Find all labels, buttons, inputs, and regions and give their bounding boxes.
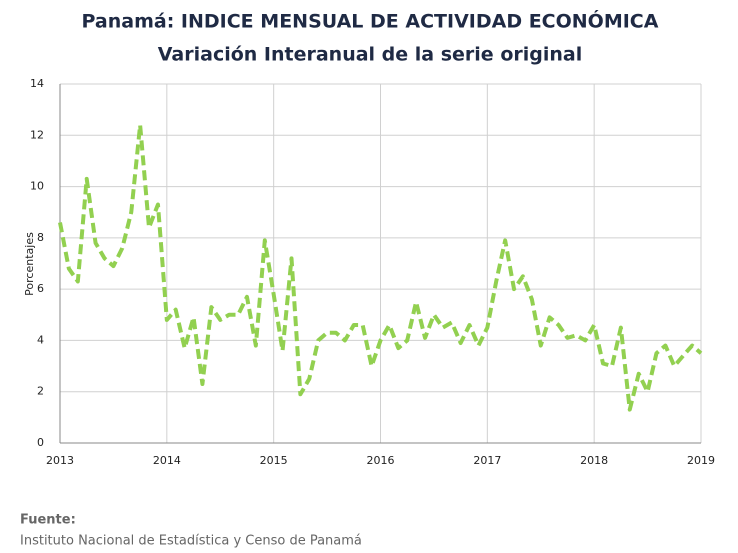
- x-tick-label: 2017: [473, 454, 501, 467]
- y-tick-label: 6: [37, 282, 44, 295]
- y-tick-label: 12: [30, 128, 44, 141]
- x-tick-label: 2014: [153, 454, 181, 467]
- y-tick-label: 14: [30, 77, 44, 90]
- source: Instituto Nacional de Estadística y Cens…: [20, 534, 362, 549]
- x-tick-label: 2016: [367, 454, 395, 467]
- y-tick-label: 8: [37, 231, 44, 244]
- chart-subtitle: Variación Interanual de la serie origina…: [158, 44, 582, 66]
- y-tick-label: 2: [37, 385, 44, 398]
- x-tick-label: 2019: [687, 454, 715, 467]
- y-tick-label: 10: [30, 180, 44, 193]
- x-tick-label: 2013: [46, 454, 74, 467]
- data-line: [58, 123, 703, 412]
- x-tick-label: 2015: [260, 454, 288, 467]
- x-tick-label: 2018: [580, 454, 608, 467]
- source-label: Fuente:: [20, 513, 76, 528]
- y-axis-label: Porcentajes: [23, 232, 36, 296]
- y-tick-label: 4: [37, 333, 44, 346]
- y-tick-label: 0: [37, 436, 44, 449]
- chart-title: Panamá: INDICE MENSUAL DE ACTIVIDAD ECON…: [82, 9, 659, 33]
